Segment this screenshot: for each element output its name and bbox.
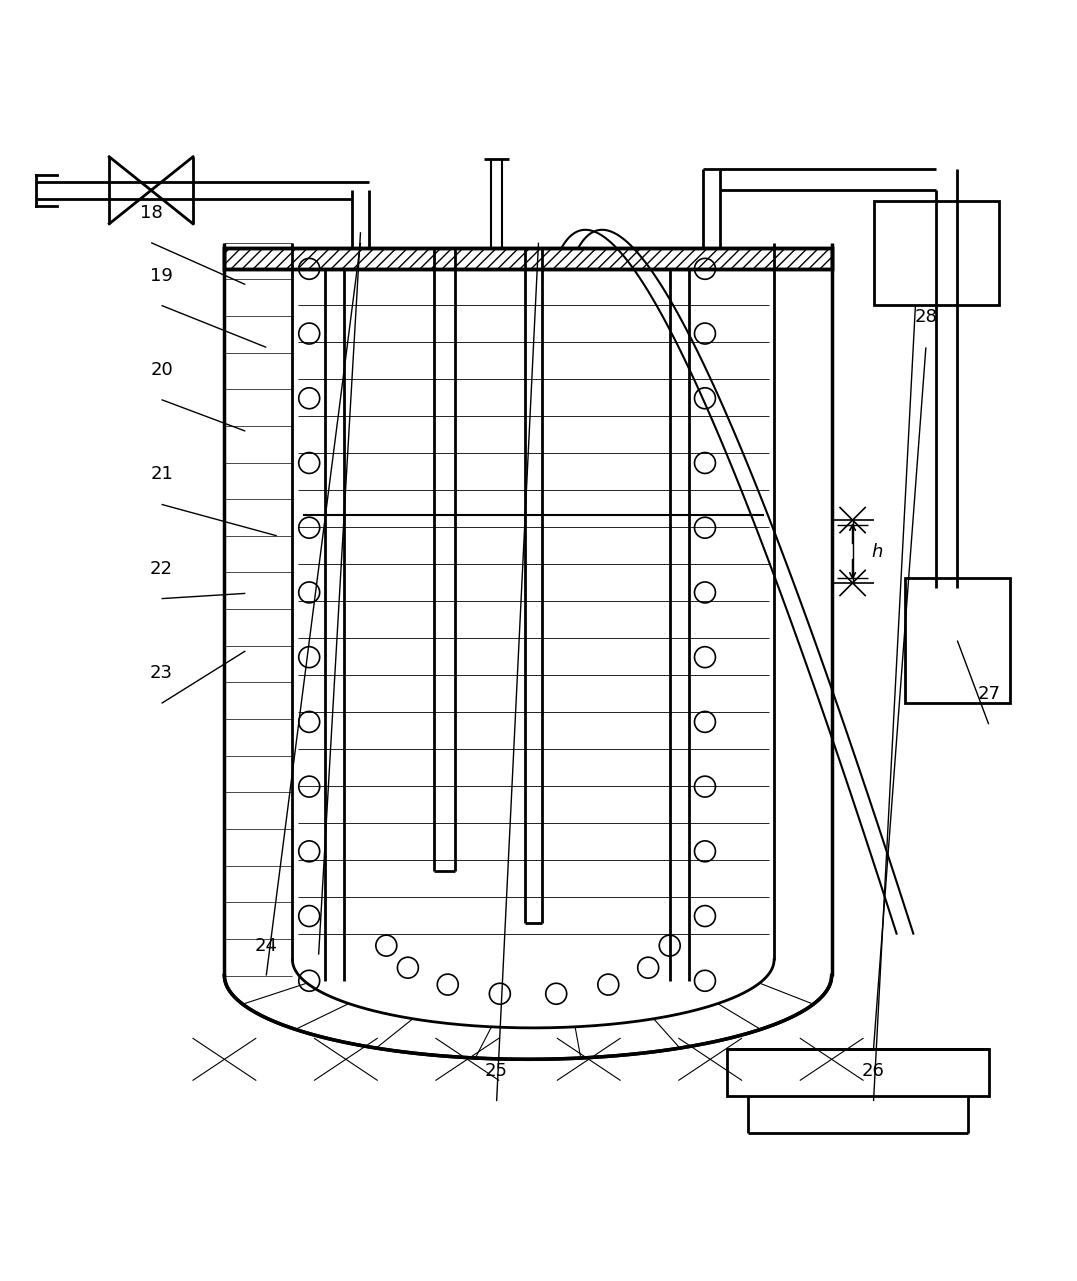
Text: 28: 28 bbox=[914, 309, 937, 327]
Bar bbox=[727, 1049, 989, 1097]
Text: 27: 27 bbox=[977, 685, 1001, 703]
Text: 25: 25 bbox=[485, 1062, 508, 1080]
Bar bbox=[224, 249, 831, 269]
Bar bbox=[905, 578, 1009, 703]
Text: 20: 20 bbox=[150, 361, 173, 379]
Text: 24: 24 bbox=[255, 936, 278, 954]
Text: 19: 19 bbox=[150, 266, 173, 284]
Text: 26: 26 bbox=[862, 1062, 885, 1080]
Bar bbox=[873, 201, 999, 305]
Text: 22: 22 bbox=[150, 560, 173, 578]
Text: h: h bbox=[871, 543, 883, 561]
Text: 23: 23 bbox=[150, 665, 173, 683]
Bar bbox=[224, 249, 831, 269]
Text: 18: 18 bbox=[140, 204, 163, 222]
Text: 21: 21 bbox=[150, 465, 173, 483]
